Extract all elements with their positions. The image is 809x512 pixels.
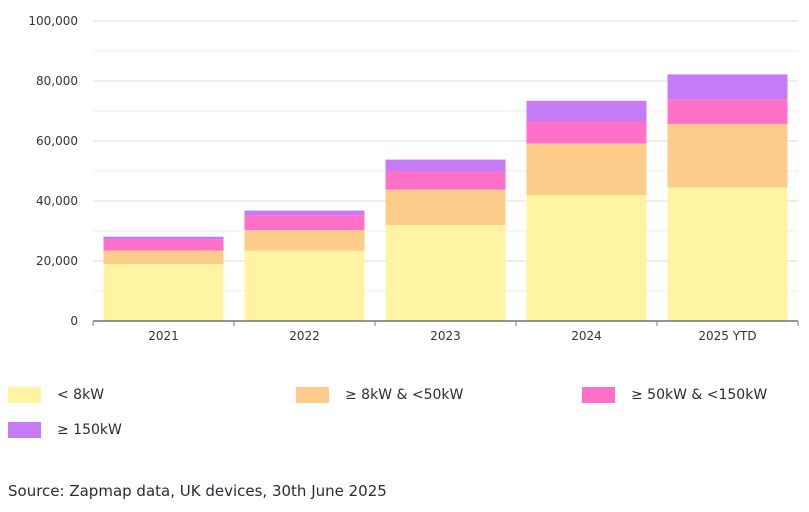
bar-segment-s1-c2 <box>385 189 506 225</box>
legend-item-8-50kw: ≥ 8kW & <50kW <box>296 384 463 406</box>
bar-stacks <box>103 74 788 321</box>
bar-stack-2021 <box>103 236 224 321</box>
legend: < 8kW ≥ 8kW & <50kW ≥ 50kW & <150kW ≥ 15… <box>0 384 809 448</box>
bar-segment-s3-c2 <box>385 159 506 171</box>
legend-swatch-8-50kw <box>296 387 329 403</box>
bar-segment-s1-c0 <box>103 250 224 264</box>
x-tick-label: 2021 <box>148 329 179 343</box>
x-tick-label: 2025 YTD <box>698 329 756 343</box>
bar-segment-s2-c3 <box>526 121 647 144</box>
bar-segment-s3-c4 <box>667 74 788 100</box>
bar-segment-s0-c3 <box>526 195 647 321</box>
source-note: Source: Zapmap data, UK devices, 30th Ju… <box>8 482 387 500</box>
bar-segment-s2-c1 <box>244 215 365 231</box>
legend-label-8-50kw: ≥ 8kW & <50kW <box>345 387 464 403</box>
legend-label-gte-150kw: ≥ 150kW <box>57 422 122 438</box>
bar-segment-s0-c1 <box>244 250 365 321</box>
x-tick-label: 2023 <box>430 329 461 343</box>
legend-label-lt-8kw: < 8kW <box>57 387 105 403</box>
y-tick-label: 20,000 <box>36 254 78 268</box>
legend-item-lt-8kw: < 8kW <box>8 384 104 406</box>
bar-segment-s1-c3 <box>526 143 647 195</box>
bar-segment-s0-c0 <box>103 264 224 321</box>
bar-segment-s2-c0 <box>103 239 224 251</box>
bar-stack-2022 <box>244 210 365 321</box>
bar-segment-s0-c2 <box>385 225 506 321</box>
y-axis-ticks: 0 20,000 40,000 60,000 80,000 100,000 <box>28 14 78 328</box>
y-tick-label: 100,000 <box>28 14 78 28</box>
bar-stack-2024 <box>526 100 647 321</box>
y-tick-label: 80,000 <box>36 74 78 88</box>
bar-segment-s3-c3 <box>526 100 647 122</box>
x-tick-label: 2022 <box>289 329 320 343</box>
bar-segment-s2-c2 <box>385 171 506 190</box>
y-tick-label: 0 <box>70 314 78 328</box>
legend-swatch-gte-150kw <box>8 422 41 438</box>
y-tick-label: 40,000 <box>36 194 78 208</box>
x-tick-label: 2024 <box>571 329 602 343</box>
legend-item-gte-150kw: ≥ 150kW <box>8 419 122 441</box>
bar-segment-s3-c0 <box>103 236 224 240</box>
legend-swatch-lt-8kw <box>8 387 41 403</box>
y-tick-label: 60,000 <box>36 134 78 148</box>
bar-segment-s0-c4 <box>667 187 788 321</box>
bar-segment-s2-c4 <box>667 99 788 124</box>
bar-stack-2025-ytd <box>667 74 788 321</box>
legend-item-50-150kw: ≥ 50kW & <150kW <box>582 384 767 406</box>
bar-segment-s1-c1 <box>244 230 365 251</box>
bar-segment-s3-c1 <box>244 210 365 216</box>
legend-swatch-50-150kw <box>582 387 615 403</box>
bar-stack-2023 <box>385 159 506 321</box>
bar-segment-s1-c4 <box>667 123 788 188</box>
x-axis-ticks: 2021 2022 2023 2024 2025 YTD <box>92 321 799 343</box>
legend-label-50-150kw: ≥ 50kW & <150kW <box>631 387 768 403</box>
